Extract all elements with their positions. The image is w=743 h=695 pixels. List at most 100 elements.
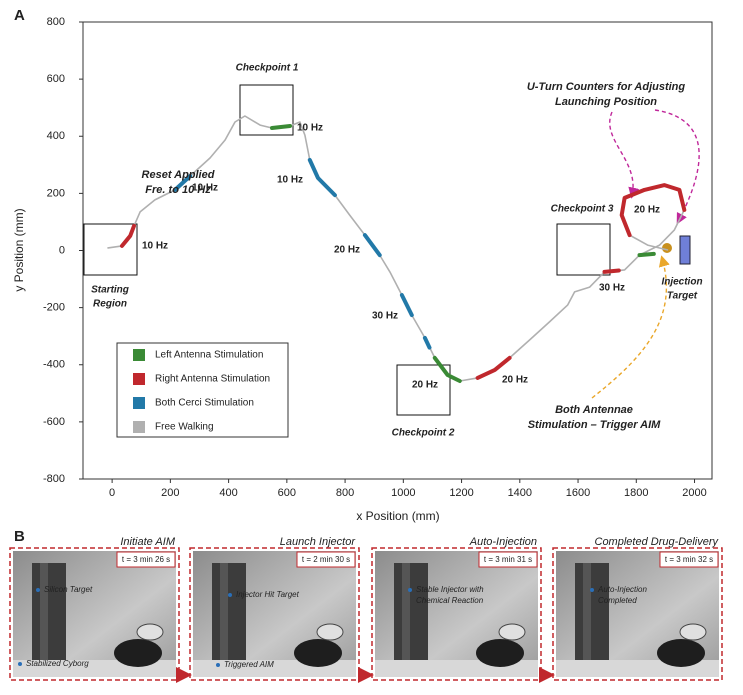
- label-dot: [408, 588, 412, 592]
- photo-label: Chemical Reaction: [416, 596, 484, 605]
- photo-label: Stabilized Cyborg: [26, 659, 89, 668]
- y-tick-label: 0: [59, 244, 65, 256]
- legend-swatch: [133, 373, 145, 385]
- injector-dot: [662, 243, 672, 253]
- legend-swatch: [133, 397, 145, 409]
- arrow: [591, 255, 670, 399]
- legend-label: Both Cerci Stimulation: [155, 398, 254, 409]
- backpack: [498, 623, 526, 641]
- frequency-label: 20 Hz: [634, 205, 660, 216]
- panel-label: B: [14, 528, 25, 545]
- panel-label: A: [14, 7, 25, 24]
- legend-swatch: [133, 349, 145, 361]
- label-dot: [590, 588, 594, 592]
- start-region-box: [83, 223, 138, 276]
- label-dot: [18, 662, 22, 666]
- photo-object: [583, 563, 591, 669]
- photo-object: [40, 563, 48, 669]
- cyborg: [114, 639, 162, 667]
- legend-label: Free Walking: [155, 422, 214, 433]
- trajectory: [120, 183, 687, 380]
- panel-b: B Initiate AIM t = 3 min 26 s Silicon Targ…: [9, 528, 723, 683]
- x-tick-label: 1800: [624, 487, 648, 499]
- frame-border: [9, 547, 180, 681]
- photo-object: [220, 563, 228, 669]
- checkpoint-box: [396, 364, 451, 416]
- y-tick-label: 200: [47, 187, 65, 199]
- legend-swatch: [133, 421, 145, 433]
- legend-label: Right Antenna Stimulation: [155, 374, 270, 385]
- x-tick-label: 600: [278, 487, 296, 499]
- x-tick-label: 400: [219, 487, 237, 499]
- frame-border: [189, 547, 360, 681]
- photo-label: Completed: [598, 596, 637, 605]
- time-box: [478, 551, 538, 568]
- region-label: Region: [93, 299, 127, 310]
- region-label: Target: [667, 291, 698, 302]
- photo-label: Auto-Injection: [597, 585, 647, 594]
- photo-label: Silicon Target: [44, 585, 93, 594]
- note: U-Turn Counters for Adjusting: [527, 81, 686, 93]
- note: Reset Applied: [142, 169, 215, 181]
- time-label: t = 2 min 30 s: [302, 555, 350, 564]
- time-label: t = 3 min 32 s: [665, 555, 713, 564]
- photo-object: [32, 563, 66, 669]
- backpack: [316, 623, 344, 641]
- x-tick-label: 1200: [449, 487, 473, 499]
- time-box: [659, 551, 719, 568]
- region-label: Checkpoint 2: [392, 428, 455, 439]
- frame-border: [552, 547, 723, 681]
- trajectory: [173, 158, 432, 350]
- frequency-label: 10 Hz: [142, 241, 168, 252]
- cyborg: [294, 639, 342, 667]
- checkpoint-box: [239, 84, 294, 136]
- frequency-label: 30 Hz: [599, 283, 625, 294]
- checkpoint-box: [556, 223, 611, 276]
- time-box: [296, 551, 356, 568]
- note: Both Antennae: [555, 404, 633, 416]
- x-tick-label: 0: [109, 487, 115, 499]
- arrow: [654, 109, 700, 225]
- trajectory: [107, 115, 686, 382]
- x-tick-label: 1000: [391, 487, 415, 499]
- y-tick-label: -600: [43, 416, 65, 428]
- time-label: t = 3 min 26 s: [122, 555, 170, 564]
- x-tick-label: 2000: [682, 487, 706, 499]
- cyborg: [657, 639, 705, 667]
- x-axis-label: x Position (mm): [356, 509, 439, 523]
- frequency-label: 20 Hz: [502, 375, 528, 386]
- y-tick-label: -400: [43, 359, 65, 371]
- region-label: Checkpoint 1: [236, 63, 299, 74]
- frame-title: Auto-Injection: [469, 536, 537, 548]
- time-label: t = 3 min 31 s: [484, 555, 532, 564]
- frequency-label: 20 Hz: [334, 245, 360, 256]
- label-dot: [228, 593, 232, 597]
- note: Launching Position: [555, 96, 657, 108]
- arrow: [609, 111, 640, 199]
- photo-object: [575, 563, 609, 669]
- injection-target: [679, 235, 691, 265]
- legend-label: Left Antenna Stimulation: [155, 350, 263, 361]
- photo-label: Stable Injector with: [416, 585, 484, 594]
- label-dot: [216, 663, 220, 667]
- cyborg: [476, 639, 524, 667]
- trajectory: [270, 124, 656, 383]
- frame-title: Completed Drug-Delivery: [595, 536, 720, 548]
- frame-title: Launch Injector: [280, 536, 357, 548]
- frequency-label: 30 Hz: [372, 311, 398, 322]
- photo-object: [212, 563, 246, 669]
- frequency-label: 10 Hz: [297, 123, 323, 134]
- frequency-label: 10 Hz: [192, 183, 218, 194]
- x-tick-label: 1600: [566, 487, 590, 499]
- y-tick-label: 800: [47, 16, 65, 28]
- x-tick-label: 200: [161, 487, 179, 499]
- y-tick-label: 600: [47, 73, 65, 85]
- time-box: [116, 551, 176, 568]
- frame-title: Initiate AIM: [120, 536, 175, 548]
- region-label: Injection: [661, 277, 702, 288]
- photo-object: [394, 563, 428, 669]
- photo-label: Triggered AIM: [224, 660, 274, 669]
- backpack: [679, 623, 707, 641]
- y-tick-label: 400: [47, 130, 65, 142]
